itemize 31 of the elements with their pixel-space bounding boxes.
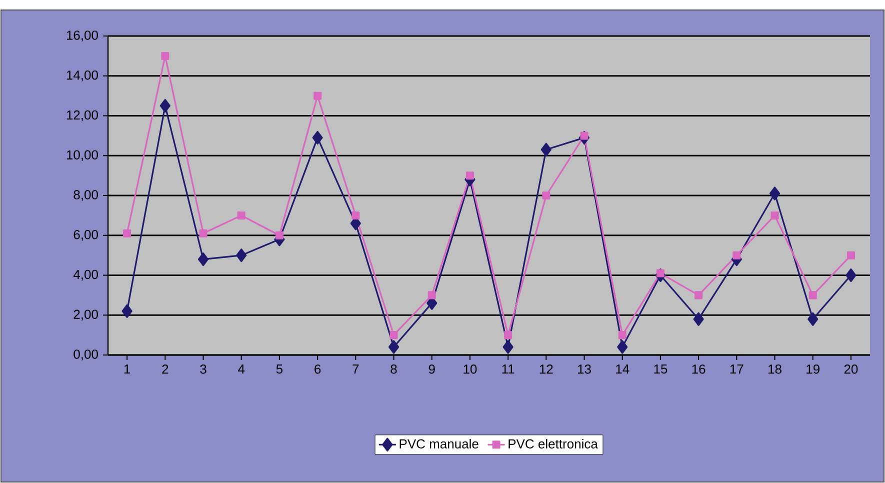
x-tick-label: 7 (352, 364, 359, 374)
y-tick-label: 16,00 (66, 30, 98, 42)
y-tick-label: 2,00 (74, 310, 98, 320)
x-tick-label: 16 (692, 364, 706, 374)
x-tick-label: 9 (428, 364, 435, 374)
y-tick-label: 10,00 (66, 150, 98, 161)
legend-label: PVC manuale (400, 438, 478, 448)
y-tick-label: 4,00 (73, 270, 98, 281)
x-tick-label: 8 (390, 364, 397, 374)
x-tick-label: 3 (200, 364, 206, 374)
x-tick-label: 17 (730, 364, 744, 374)
x-tick-label: 5 (276, 364, 283, 374)
y-tick-label: 8,00 (74, 190, 98, 201)
x-tick-label: 18 (768, 364, 782, 374)
x-tick-label: 4 (238, 364, 245, 374)
y-tick-label: 6,00 (74, 230, 98, 241)
x-tick-label: 19 (806, 364, 820, 374)
x-tick-label: 6 (314, 364, 321, 374)
y-tick-label: 14,00 (66, 70, 98, 82)
x-tick-label: 20 (844, 364, 858, 374)
x-tick-label: 10 (464, 364, 477, 374)
legend-label: PVC elettronica (508, 438, 598, 448)
x-tick-label: 1 (124, 364, 130, 374)
y-tick-label: 12,00 (66, 110, 98, 122)
x-tick-label: 2 (162, 364, 168, 374)
x-tick-label: 11 (502, 364, 514, 374)
x-tick-label: 13 (578, 364, 591, 374)
x-tick-label: 12 (540, 364, 553, 374)
y-tick-label: 0,00 (74, 350, 98, 360)
x-tick-label: 15 (654, 364, 668, 374)
x-tick-label: 14 (616, 364, 630, 374)
